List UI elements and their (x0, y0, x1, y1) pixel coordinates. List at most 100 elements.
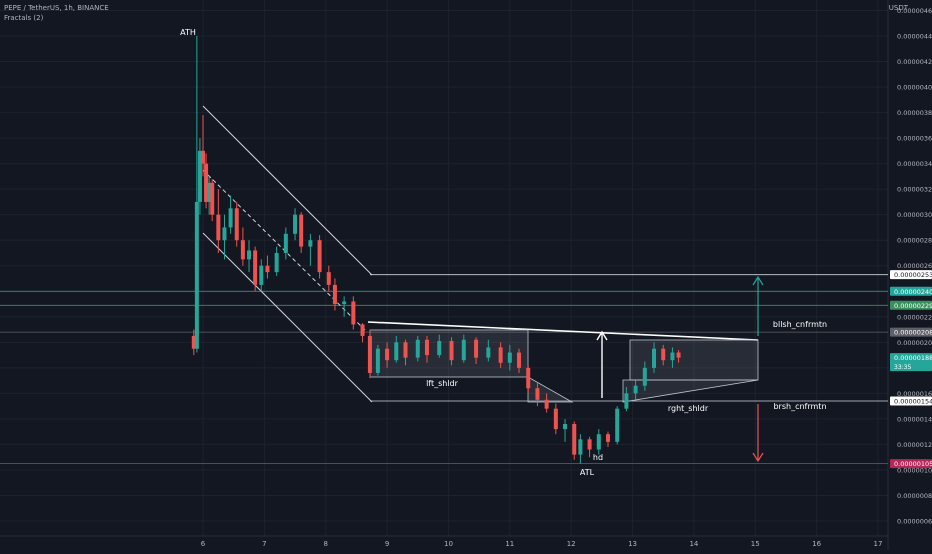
candle-body (424, 339, 429, 356)
candle-body (394, 342, 399, 361)
x-tick-label: 12 (567, 540, 576, 548)
price-tag-value: 0.00000253 (894, 271, 932, 279)
left-shoulder-box (369, 329, 529, 378)
neckline (367, 321, 759, 341)
price-tag (890, 396, 932, 406)
candle-body (676, 352, 681, 358)
candle-body (661, 348, 666, 361)
candle-body (367, 335, 372, 373)
candle-body (437, 341, 442, 356)
candle-body (342, 301, 347, 305)
candle-body (283, 233, 288, 253)
candle-body (587, 439, 592, 450)
price-tag-value: 0.00000154 (894, 398, 932, 406)
candle-body (415, 339, 420, 358)
candle-body (204, 163, 209, 202)
candle-body (317, 240, 322, 273)
price-tag (890, 270, 932, 280)
candle-body (615, 408, 620, 442)
candle-body (461, 339, 466, 361)
left-shoulder-label: lft_shldr (426, 379, 459, 388)
candle-body (201, 150, 205, 164)
candle-body (375, 348, 380, 373)
price-tag-value: 0.00000208 (894, 329, 932, 337)
x-tick-label: 6 (201, 540, 206, 548)
candle-body (240, 240, 245, 260)
head-label: hd (593, 453, 603, 462)
candle-body (652, 348, 657, 368)
price-tag (890, 300, 932, 310)
x-tick-label: 10 (444, 540, 453, 548)
price-tag (890, 327, 932, 337)
price-tag-value: 0.00000188 (894, 354, 932, 362)
x-tick-label: 9 (385, 540, 389, 548)
x-tick-label: 17 (874, 540, 883, 548)
candle-body (553, 408, 558, 430)
price-tag (890, 459, 932, 469)
x-tick-label: 8 (323, 540, 327, 548)
candle-body (606, 434, 610, 442)
candle-body (486, 347, 491, 358)
candle-body (299, 214, 304, 247)
candle-body (633, 385, 638, 394)
bullish-confirmation-label: bllsh_cnfrmtn (773, 320, 827, 329)
candle-body (360, 324, 365, 336)
candle-body (563, 424, 568, 430)
x-tick-label: 11 (505, 540, 514, 548)
candle-body (228, 208, 233, 228)
chart-title: PEPE / TetherUS, 1h, BINANCE (4, 4, 109, 12)
head-height-arrow-tip (596, 330, 608, 341)
candle-body (259, 265, 264, 285)
candle-body (474, 339, 479, 358)
right-shoulder-label: rght_shldr (668, 404, 709, 413)
candle-body (670, 352, 675, 361)
atl-label: ATL (580, 468, 595, 477)
price-tag-value: 0.00000229 (894, 302, 932, 310)
candle-body (578, 439, 583, 455)
candle-body (191, 335, 196, 349)
right-shoulder-wedge (622, 379, 759, 403)
head-wedge (527, 376, 574, 403)
candle-body (544, 399, 549, 409)
candle-body (642, 367, 647, 386)
candle-body (449, 341, 454, 361)
candle-body (385, 348, 390, 361)
candle-body (194, 201, 199, 349)
bullish-target-arrow-tip (752, 275, 764, 286)
candle-body (332, 284, 337, 305)
candle-body (624, 393, 629, 409)
candle-body (498, 347, 503, 363)
candle-body (596, 434, 601, 450)
right-shoulder-box (629, 339, 759, 381)
channel-upper-line (202, 105, 373, 276)
price-tag (890, 353, 932, 372)
candle-body (403, 342, 408, 358)
candle-body (351, 301, 356, 325)
candle-body (308, 240, 313, 247)
currency-label: USDT (888, 4, 908, 12)
price-tag-value: 0.00000240 (894, 288, 932, 296)
indicator-label[interactable]: Fractals (2) (4, 14, 44, 22)
candle-body (222, 227, 227, 241)
bearish-target-arrow-tip (752, 452, 764, 463)
candle-body (234, 208, 239, 241)
candle-body (265, 265, 270, 273)
